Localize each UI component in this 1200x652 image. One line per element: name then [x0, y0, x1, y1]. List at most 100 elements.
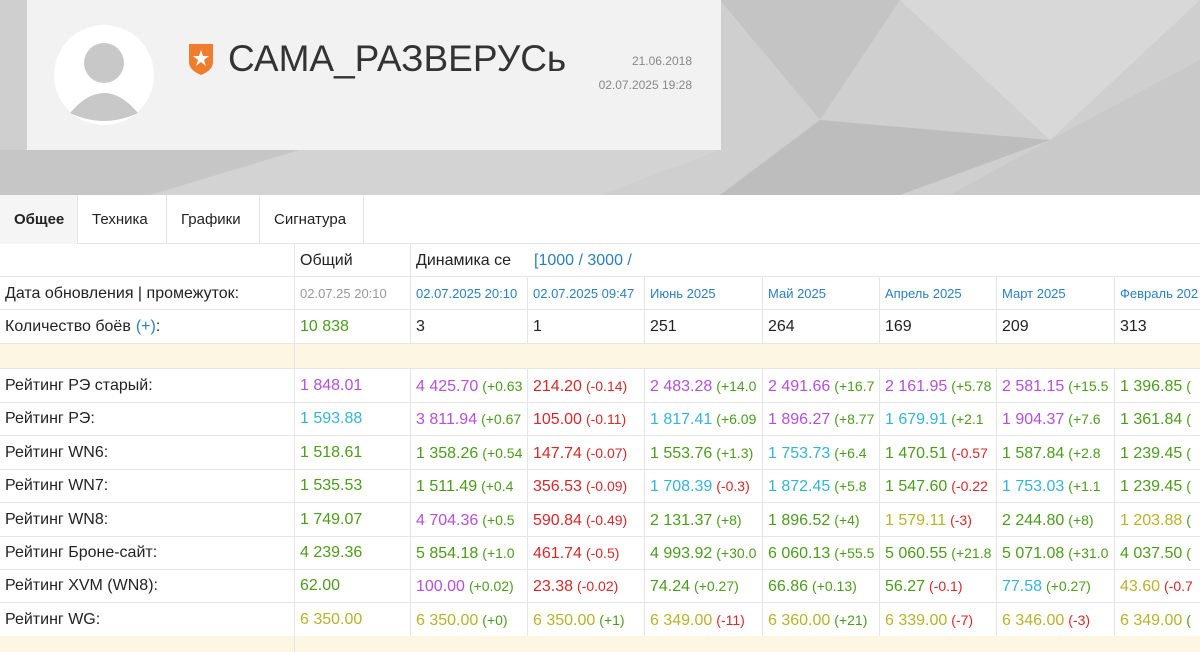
rating-cell: 1 396.85( [1115, 369, 1200, 403]
rating-cell: 590.84 (-0.49) [528, 502, 645, 537]
label-cell: Дата обновления | промежуток: [0, 277, 295, 310]
row-label: Рейтинг WG: [5, 610, 101, 628]
rating-delta: ( [1186, 411, 1191, 428]
rating-delta: (-0.49) [585, 511, 628, 528]
date-cell: 02.07.2025 20:10 [411, 277, 528, 310]
row-label: Дата обновления | промежуток: [5, 285, 240, 302]
row-label: Рейтинг РЭ: [5, 410, 95, 428]
rating-delta: (+21) [834, 611, 868, 628]
rating-value: 1 470.51 [885, 444, 948, 462]
rating-delta: (-0.22 [951, 478, 988, 495]
rating-delta: (-3) [1068, 611, 1091, 628]
battles-link[interactable]: (+) [135, 318, 156, 335]
rating-value: 1 904.37 [1002, 411, 1065, 429]
rating-cell: 1 848.01 [295, 369, 411, 403]
rating-value: 6 349.00 [1120, 611, 1183, 629]
rating-cell: 74.24 (+0.27) [645, 569, 763, 604]
date: 02.07.25 20:10 [300, 286, 387, 301]
rating-value: 590.84 [533, 511, 582, 529]
rating-value: 2 581.15 [1002, 378, 1065, 395]
rating-cell: 6 349.00 (-11) [645, 602, 763, 637]
rating-value: 1 817.41 [650, 411, 713, 429]
rating-delta: (-0.1) [929, 578, 963, 595]
row-label: Рейтинг WN8: [5, 510, 109, 528]
rating-value: 461.74 [533, 545, 582, 562]
date: Февраль 202 [1120, 286, 1199, 301]
date-cell: Июнь 2025 [645, 277, 763, 310]
rating-value: 1 896.27 [768, 411, 831, 429]
rating-value: 6 350.00 [416, 611, 479, 629]
rating-cell: 214.20 (-0.14) [528, 369, 645, 403]
rating-cell: 5 060.55 (+21.8 [880, 536, 997, 570]
rating-cell: 147.74 (-0.07) [528, 435, 645, 470]
tab-bar [0, 195, 1200, 244]
rating-value: 100.00 [416, 578, 465, 596]
rating-cell: 1 872.45 (+5.8 [763, 469, 880, 504]
label-cell: Рейтинг WN6: [0, 435, 295, 470]
rating-delta: (-11) [716, 611, 745, 628]
rating-cell: 56.27 (-0.1) [880, 569, 997, 604]
rating-delta: ( [1186, 478, 1191, 495]
tab[interactable]: Техника [78, 195, 167, 244]
rating-cell: 6 360.00 (+21) [763, 602, 880, 637]
rating-delta: (-0.09) [585, 478, 628, 495]
rating-delta: (-0.14) [585, 378, 628, 394]
rating-value: 1 511.49 [416, 478, 478, 496]
rating-value: 1 361.84 [1120, 411, 1183, 429]
row-label: Рейтинг РЭ старый: [5, 377, 153, 394]
rating-delta: (+16.7 [834, 378, 875, 394]
rating-value: 1 872.45 [768, 478, 831, 496]
rating-value: 1 518.61 [300, 443, 363, 461]
rating-delta: (-0.11) [585, 411, 627, 428]
rating-cell: 1 593.88 [295, 402, 411, 437]
rating-delta: (+4) [834, 511, 860, 528]
rating-delta: (+0.27) [1046, 578, 1091, 595]
rating-cell: 2 581.15 (+15.5 [997, 369, 1115, 403]
rating-cell: 1 817.41 (+6.09 [645, 402, 763, 437]
rating-cell: 77.58 (+0.27) [997, 569, 1115, 604]
clan-badge [189, 44, 213, 75]
rating-delta: (+30.0 [716, 545, 757, 561]
rating-cell: 4 704.36 (+0.5 [411, 502, 528, 537]
rating-value: 1 553.76 [650, 444, 713, 462]
rating-cell: 6 350.00 [295, 602, 411, 637]
rating-delta: (+31.0 [1068, 545, 1109, 561]
rating-delta: (+15.5 [1068, 378, 1109, 394]
rating-delta: (-0.5) [585, 545, 620, 561]
rating-delta: (+14.0 [716, 378, 757, 394]
rating-value: 6 360.00 [768, 611, 831, 629]
rating-value: 4 425.70 [416, 378, 479, 395]
rating-cell: 1 753.03 (+1.1 [997, 469, 1115, 504]
rating-value: 56.27 [885, 578, 926, 596]
rating-delta: (-3) [950, 511, 972, 528]
rating-cell: 1 896.27 (+8.77 [763, 402, 880, 437]
rating-delta: ( [1186, 545, 1191, 561]
rating-value: 2 483.28 [650, 378, 713, 395]
tab[interactable]: Сигнатура [260, 195, 364, 244]
tab[interactable]: Графики [167, 195, 260, 244]
rating-value: 1 753.73 [768, 444, 831, 462]
date: Апрель 2025 [885, 286, 962, 301]
rating-cell: 3 811.94 (+0.67 [411, 402, 528, 437]
header-range[interactable]: [1000 / 3000 / [534, 252, 632, 269]
tab[interactable]: Общее [0, 195, 78, 244]
rating-cell: 2 244.80 (+8) [997, 502, 1115, 537]
rating-cell: 5 071.08 (+31.0 [997, 536, 1115, 570]
rating-delta: (+21.8 [951, 545, 992, 561]
label-cell: Рейтинг WG: [0, 602, 295, 637]
rating-cell: 1 518.61 [295, 435, 411, 470]
battles-value: 209 [1002, 318, 1029, 335]
rating-delta: (+1) [599, 611, 625, 628]
rating-delta: (-0.3) [716, 478, 750, 495]
rating-value: 1 239.45 [1120, 478, 1183, 496]
rating-value: 1 535.53 [300, 477, 363, 495]
rating-cell: 62.00 [295, 569, 411, 604]
rating-cell: 461.74 (-0.5) [528, 536, 645, 570]
footer-divider [294, 636, 295, 652]
battles-cell: 313 [1115, 310, 1200, 344]
rating-value: 6 346.00 [1002, 611, 1065, 629]
rating-value: 214.20 [533, 378, 582, 395]
rating-value: 1 547.60 [885, 478, 948, 496]
date-cell: Май 2025 [763, 277, 880, 310]
battles-cell: 209 [997, 310, 1115, 344]
